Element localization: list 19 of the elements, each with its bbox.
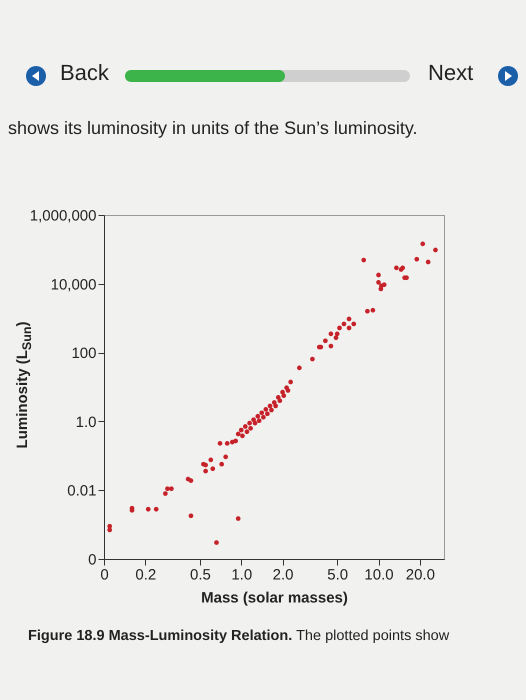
x-tick-label: 0 [100, 566, 109, 584]
y-tick-label: 1,000,000 [30, 208, 96, 224]
text: shows its luminosity in units of the Sun’s luminosity. [8, 118, 418, 139]
x-tick-label: 10.0 [364, 566, 394, 584]
x-tick-label: 0.5 [190, 566, 211, 584]
y-tick-label: 1.0 [76, 414, 96, 431]
y-tick-label: 10,000 [50, 276, 96, 294]
y-tick-label: 100 [71, 345, 96, 362]
x-axis-title: Mass (solar masses) [201, 590, 348, 606]
text: Next [428, 60, 474, 86]
x-tick-label: 2.0 [272, 566, 294, 584]
x-tick-label: 5.0 [327, 566, 348, 584]
x-tick-label: 0.2 [135, 566, 156, 584]
x-tick-label: 1.0 [231, 566, 252, 584]
x-tick-label: 20.0 [406, 566, 435, 584]
y-tick-label: 0.01 [67, 482, 96, 500]
text: Back [60, 60, 109, 86]
y-tick-label: 0 [88, 552, 96, 568]
caption: Figure 18.9 Mass-Luminosity Relation. The plotted points show [28, 628, 450, 644]
